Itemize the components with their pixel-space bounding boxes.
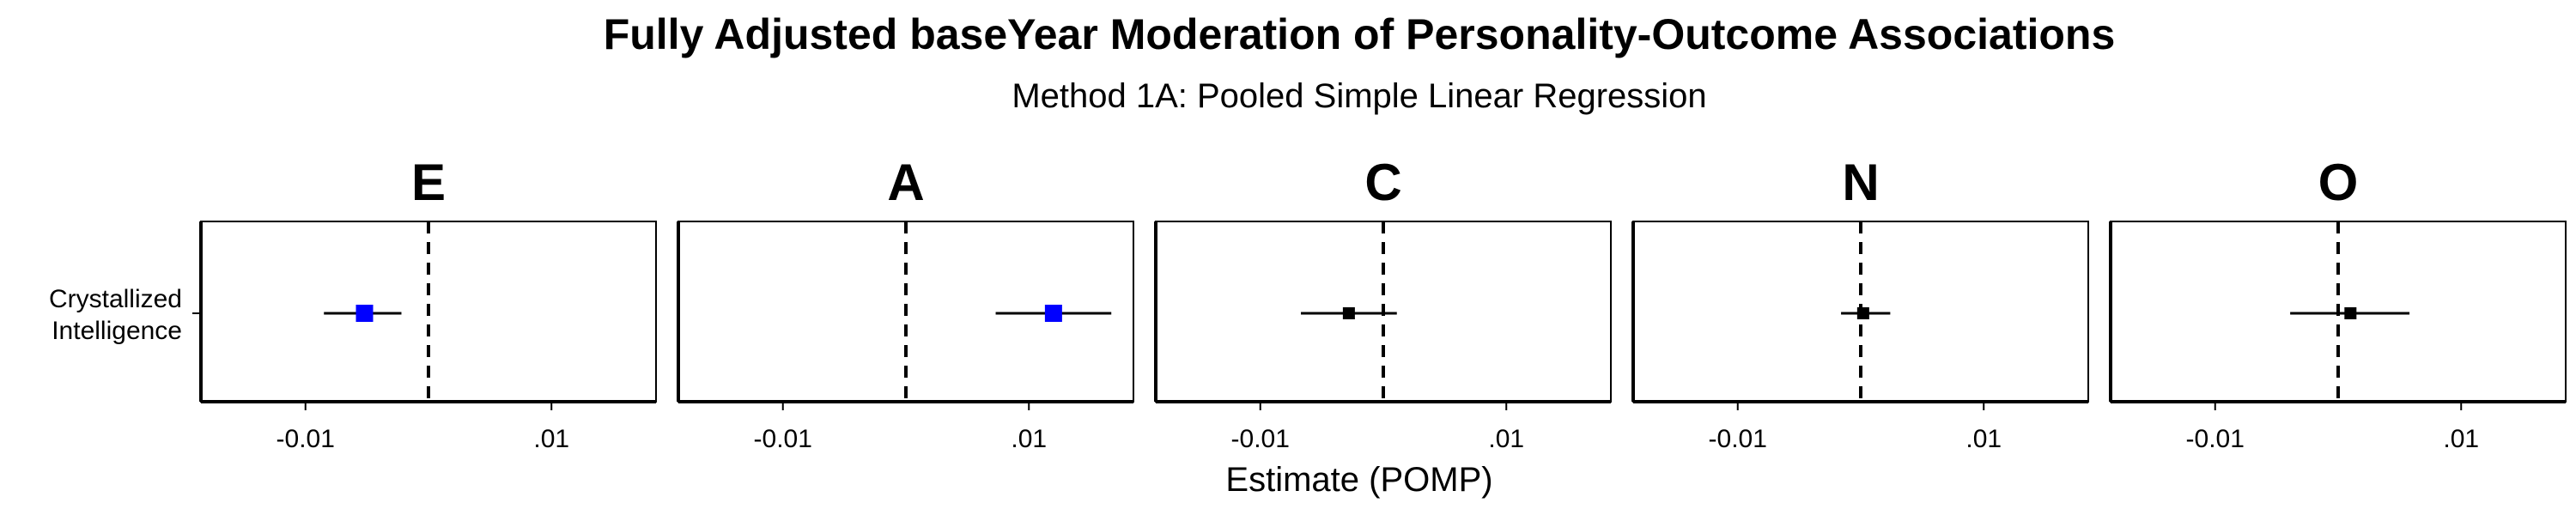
facet-label: O — [2318, 154, 2359, 211]
y-category-label: Crystallized Intelligence — [49, 285, 182, 345]
y-category-label-line: Intelligence — [52, 317, 182, 345]
point-estimate — [1044, 305, 1062, 322]
x-tick-label: .01 — [533, 425, 569, 453]
x-tick-label: -0.01 — [1231, 425, 1290, 453]
y-category-label-line: Crystallized — [49, 285, 182, 313]
facet-panels: E -0.01 .01 A -0.01 .01 C -0.01 .01 N -0.01 .01 O -0.… — [192, 154, 2567, 453]
x-tick-label: -0.01 — [754, 425, 812, 453]
point-estimate — [1856, 307, 1869, 319]
chart-title: Fully Adjusted baseYear Moderation of Pe… — [604, 10, 2116, 58]
facet-label: E — [411, 154, 446, 211]
facet-panel-e: E -0.01 .01 — [192, 154, 657, 453]
x-tick-label: .01 — [1011, 425, 1047, 453]
facet-panel-a: A -0.01 .01 — [677, 154, 1134, 453]
facet-panel-c: C -0.01 .01 — [1154, 154, 1612, 453]
point-estimate — [2344, 307, 2357, 319]
x-axis-label: Estimate (POMP) — [1225, 461, 1492, 499]
point-estimate — [355, 305, 374, 322]
facet-label: A — [887, 154, 924, 211]
facet-label: N — [1842, 154, 1879, 211]
x-tick-label: -0.01 — [2186, 425, 2245, 453]
x-tick-label: -0.01 — [276, 425, 335, 453]
point-estimate — [1342, 307, 1355, 319]
facet-label: C — [1364, 154, 1401, 211]
x-tick-label: .01 — [1965, 425, 2002, 453]
facet-panel-n: N -0.01 .01 — [1631, 154, 2089, 453]
x-tick-label: -0.01 — [1709, 425, 1767, 453]
x-tick-label: .01 — [2443, 425, 2479, 453]
x-tick-label: .01 — [1488, 425, 1524, 453]
chart-subtitle: Method 1A: Pooled Simple Linear Regressi… — [1012, 77, 1706, 115]
facet-panel-o: O -0.01 .01 — [2109, 154, 2567, 453]
